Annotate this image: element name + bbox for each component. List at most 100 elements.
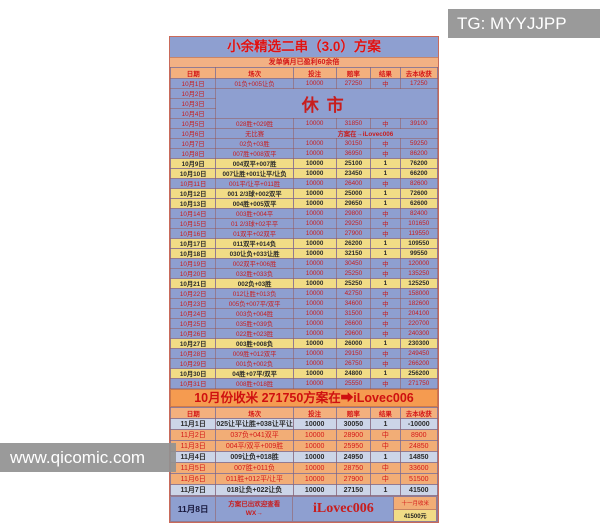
odds-cell: 42750	[335, 288, 372, 299]
stake-cell: 10000	[292, 218, 337, 229]
footer-notice: 方案已出欢迎查看 WX→	[216, 497, 294, 521]
stake-cell: 10000	[292, 328, 337, 339]
column-header: 赔率	[335, 407, 372, 419]
date-cell: 10月6日	[169, 128, 217, 139]
october-table-body: 10月1日 01负+005让负 10000 27250 中 17250 10月2日 休市 10月…	[169, 78, 439, 389]
stake-cell: 10000	[292, 208, 337, 219]
odds-cell: 26400	[335, 178, 372, 189]
column-header: 去本收获	[399, 67, 439, 79]
result-cell: 1	[370, 484, 401, 496]
october-table: 日期 场次 投注 赔率 结果 去本收获 10月1日 01负+005让负 10000 27250 中…	[169, 67, 439, 389]
table-row: 10月17日 011双平+014负 10000 26200 1 109550	[169, 238, 439, 249]
date-cell: 10月5日	[169, 118, 217, 129]
result-cell: 1	[370, 198, 401, 209]
odds-cell: 28750	[335, 462, 372, 474]
stake-cell: 10000	[292, 258, 337, 269]
profit-cell: 119550	[399, 228, 439, 239]
result-cell: 中	[370, 138, 401, 149]
date-cell: 10月7日	[169, 138, 217, 149]
stake-cell: 10000	[292, 368, 337, 379]
table-row: 10月24日 003负+004胜 10000 31500 中 204100	[169, 308, 439, 319]
stake-cell: 10000	[292, 148, 337, 159]
table-row: 10月29日 001负+002负 10000 26750 中 266200	[169, 358, 439, 369]
result-cell: 中	[370, 288, 401, 299]
odds-cell: 25550	[335, 378, 372, 389]
table-row: 10月25日 035胜+039负 10000 26600 中 220700	[169, 318, 439, 329]
odds-cell: 24800	[335, 368, 372, 379]
date-cell: 10月23日	[169, 298, 217, 309]
odds-cell: 27900	[335, 473, 372, 485]
odds-cell: 29800	[335, 208, 372, 219]
date-cell: 10月27日	[169, 338, 217, 349]
odds-cell: 25950	[335, 440, 372, 452]
match-cell: 01双平+02双平	[215, 228, 294, 239]
stake-cell: 10000	[292, 378, 337, 389]
stake-cell: 10000	[292, 338, 337, 349]
result-cell: 1	[370, 188, 401, 199]
table-row: 10月9日 004双平+007胜 10000 25100 1 76200	[169, 158, 439, 169]
stake-cell: 10000	[292, 418, 337, 430]
table-row: 10月22日 012让胜+013负 10000 42750 中 158000	[169, 288, 439, 299]
odds-cell: 25250	[335, 278, 372, 289]
result-cell: 中	[370, 358, 401, 369]
date-cell: 11月3日	[169, 440, 217, 452]
match-cell: 02负+03胜	[215, 138, 294, 149]
match-cell: 032胜+033负	[215, 268, 294, 279]
match-cell: 007胜+008双平	[215, 148, 294, 159]
result-cell: 中	[370, 308, 401, 319]
stake-cell: 10000	[292, 298, 337, 309]
match-cell: 037负+041双平	[215, 429, 294, 441]
profit-cell: 230300	[399, 338, 439, 349]
odds-cell: 25000	[335, 188, 372, 199]
profit-cell: 182600	[399, 298, 439, 309]
table-row: 10月15日 01 2/3球+02平平 10000 29250 中 101650	[169, 218, 439, 229]
table-row: 10月5日 028胜+029胜 10000 31850 中 39100	[169, 118, 439, 129]
stake-cell: 10000	[292, 318, 337, 329]
table-row: 11月2日 037负+041双平 10000 28900 中 8900	[169, 429, 439, 441]
column-header: 场次	[215, 67, 294, 79]
footer-month-label: 十一月收米	[394, 497, 436, 510]
table-row: 10月26日 022胜+023胜 10000 29600 中 240300	[169, 328, 439, 339]
odds-cell: 26000	[335, 338, 372, 349]
match-cell: 011双平+014负	[215, 238, 294, 249]
profit-cell: 271750	[399, 378, 439, 389]
match-cell: 003胜+008负	[215, 338, 294, 349]
profit-cell: 101650	[399, 218, 439, 229]
plan-location-cell: 方案在→iLovec006	[292, 128, 439, 139]
match-cell: 002负+03胜	[215, 278, 294, 289]
stake-cell: 10000	[292, 168, 337, 179]
date-cell: 10月13日	[169, 198, 217, 209]
result-cell: 中	[370, 473, 401, 485]
stake-cell: 10000	[292, 178, 337, 189]
date-cell: 10月25日	[169, 318, 217, 329]
result-cell: 中	[370, 318, 401, 329]
date-cell: 10月9日	[169, 158, 217, 169]
date-cell: 11月1日	[169, 418, 217, 430]
table-row: 10月10日 007让胜+001让平/让负 10000 23450 1 66200	[169, 168, 439, 179]
stake-cell: 10000	[292, 268, 337, 279]
odds-cell: 30050	[335, 418, 372, 430]
october-summary-banner: 10月份收米 271750方案在➡iLovec006	[170, 389, 438, 407]
match-cell: 002双平+006胜	[215, 258, 294, 269]
odds-cell: 27150	[335, 484, 372, 496]
profit-cell: 266200	[399, 358, 439, 369]
result-cell: 中	[370, 148, 401, 159]
column-header: 结果	[370, 67, 401, 79]
date-cell: 10月1日	[169, 78, 217, 89]
stake-cell: 10000	[292, 308, 337, 319]
result-cell: 中	[370, 228, 401, 239]
profit-cell: 99550	[399, 248, 439, 259]
table-row: 11月1日 025让平让胜+038让平让胜 10000 30050 1 -10000	[169, 418, 439, 430]
match-cell: 003负+004胜	[215, 308, 294, 319]
match-cell: 001平/让平+011胜	[215, 178, 294, 189]
match-cell: 012让胜+013负	[215, 288, 294, 299]
result-cell: 中	[370, 208, 401, 219]
date-cell: 10月12日	[169, 188, 217, 199]
stake-cell: 10000	[292, 288, 337, 299]
result-cell: 1	[370, 158, 401, 169]
footer-contact: iLovec006	[293, 497, 395, 521]
result-cell: 1	[370, 248, 401, 259]
date-cell: 10月14日	[169, 208, 217, 219]
odds-cell: 26750	[335, 358, 372, 369]
odds-cell: 25100	[335, 158, 372, 169]
